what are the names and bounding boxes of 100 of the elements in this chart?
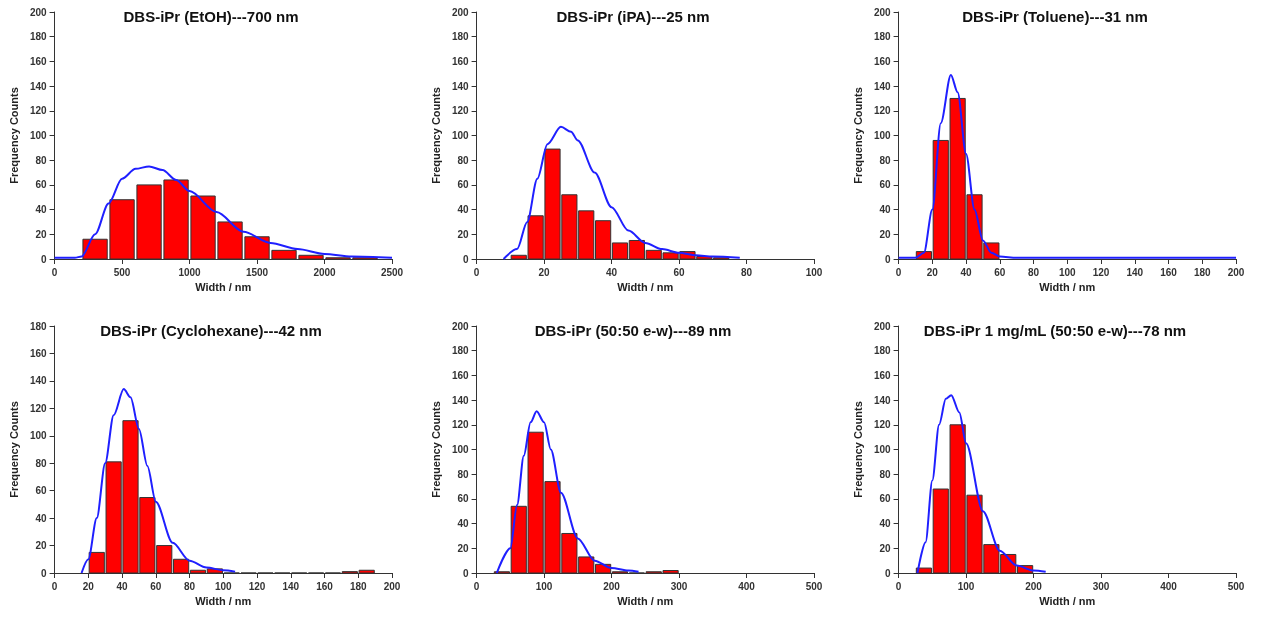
y-tick-label: 100 <box>451 444 470 455</box>
y-tick-label: 80 <box>879 468 892 480</box>
x-tick-label: 60 <box>150 580 162 592</box>
y-tick-label: 180 <box>29 320 48 332</box>
x-tick-label: 140 <box>1126 266 1144 278</box>
x-tick-label: 180 <box>1193 266 1212 278</box>
x-tick-label: 500 <box>805 580 823 592</box>
y-tick-label: 180 <box>451 31 470 43</box>
x-tick-label: 40 <box>960 266 973 278</box>
x-tick-label: 20 <box>926 266 939 278</box>
y-tick-label: 180 <box>873 345 892 357</box>
y-tick-label: 160 <box>29 55 48 67</box>
x-tick-label: 500 <box>1227 580 1245 592</box>
y-tick-label: 140 <box>873 394 892 406</box>
x-tick-label: 80 <box>740 266 753 278</box>
x-tick-label: 300 <box>670 580 688 592</box>
y-tick-label: 200 <box>873 6 892 18</box>
y-tick-label: 160 <box>451 369 470 381</box>
x-tick-label: 120 <box>1092 266 1110 278</box>
y-tick-label: 0 <box>41 567 48 579</box>
x-tick-label: 200 <box>1025 580 1043 592</box>
y-tick-label: 80 <box>457 468 470 480</box>
y-axis-title: Frequency Counts <box>429 401 442 498</box>
x-tick-label: 0 <box>895 580 902 592</box>
x-tick-label: 60 <box>673 266 686 278</box>
y-tick-label: 60 <box>879 493 892 505</box>
y-tick-label: 140 <box>451 80 470 92</box>
x-tick-label: 100 <box>214 580 233 592</box>
y-tick-label: 120 <box>451 105 470 117</box>
y-tick-label: 100 <box>873 444 892 455</box>
y-tick-label: 40 <box>35 204 48 216</box>
x-tick-label: 2500 <box>380 266 404 278</box>
y-tick-label: 100 <box>29 430 48 442</box>
x-tick-label: 160 <box>316 580 334 592</box>
x-axis-title: Width / nm <box>195 281 252 294</box>
y-tick-label: 80 <box>35 457 48 469</box>
chart-title: DBS-iPr (Toluene)---31 nm <box>962 8 1148 25</box>
x-tick-label: 200 <box>1227 266 1245 278</box>
x-tick-label: 20 <box>538 266 551 278</box>
y-tick-label: 160 <box>451 55 470 67</box>
y-tick-label: 60 <box>35 485 48 497</box>
y-tick-label: 120 <box>873 419 892 431</box>
chart-title: DBS-iPr (50:50 e-w)---89 nm <box>534 322 732 339</box>
chart-title: DBS-iPr (EtOH)---700 nm <box>123 8 299 25</box>
x-tick-label: 140 <box>282 580 300 592</box>
x-tick-label: 40 <box>605 266 618 278</box>
x-tick-label: 200 <box>383 580 401 592</box>
y-axis-title: Frequency Counts <box>851 87 864 184</box>
y-tick-label: 60 <box>879 179 892 191</box>
x-tick-label: 1500 <box>245 266 269 278</box>
y-tick-label: 20 <box>457 542 470 554</box>
y-tick-label: 0 <box>463 567 470 579</box>
y-tick-label: 60 <box>457 493 470 505</box>
y-tick-label: 200 <box>873 320 892 332</box>
x-tick-label: 0 <box>51 580 58 592</box>
x-tick-label: 80 <box>1027 266 1040 278</box>
x-tick-label: 400 <box>1160 580 1178 592</box>
y-tick-label: 140 <box>873 80 892 92</box>
y-tick-label: 80 <box>879 154 892 166</box>
y-tick-label: 140 <box>451 394 470 406</box>
y-tick-label: 160 <box>873 369 892 381</box>
y-tick-label: 40 <box>879 204 892 216</box>
y-tick-label: 160 <box>873 55 892 67</box>
y-tick-label: 0 <box>885 253 892 265</box>
y-tick-label: 160 <box>29 347 48 359</box>
y-tick-label: 200 <box>451 6 470 18</box>
y-tick-label: 200 <box>29 6 48 18</box>
y-tick-label: 180 <box>29 31 48 43</box>
chart-title: DBS-iPr (iPA)---25 nm <box>556 8 710 25</box>
x-tick-label: 300 <box>1092 580 1110 592</box>
y-tick-label: 80 <box>35 154 48 166</box>
y-axis-title: Frequency Counts <box>851 401 864 498</box>
y-tick-label: 40 <box>879 518 892 530</box>
y-tick-label: 140 <box>29 80 48 92</box>
y-tick-label: 100 <box>873 130 892 141</box>
x-tick-label: 200 <box>603 580 621 592</box>
y-tick-label: 40 <box>35 512 48 524</box>
x-tick-label: 0 <box>473 266 480 278</box>
x-tick-label: 80 <box>183 580 196 592</box>
line-series <box>502 125 741 260</box>
y-tick-label: 0 <box>885 567 892 579</box>
y-axis-title: Frequency Counts <box>7 401 20 498</box>
line-series <box>916 394 1047 574</box>
y-tick-label: 100 <box>451 130 470 141</box>
x-tick-label: 0 <box>895 266 902 278</box>
y-tick-label: 20 <box>35 228 48 240</box>
y-tick-label: 0 <box>41 253 48 265</box>
y-tick-label: 100 <box>29 130 48 141</box>
x-tick-label: 0 <box>51 266 58 278</box>
y-tick-label: 20 <box>35 540 48 552</box>
y-tick-label: 40 <box>457 518 470 530</box>
y-tick-label: 120 <box>451 419 470 431</box>
x-tick-label: 500 <box>113 266 131 278</box>
y-tick-label: 180 <box>873 31 892 43</box>
y-tick-label: 60 <box>35 179 48 191</box>
x-axis-title: Width / nm <box>617 281 674 294</box>
y-tick-label: 120 <box>29 402 48 414</box>
x-tick-label: 20 <box>82 580 95 592</box>
y-tick-label: 80 <box>457 154 470 166</box>
y-tick-label: 0 <box>463 253 470 265</box>
